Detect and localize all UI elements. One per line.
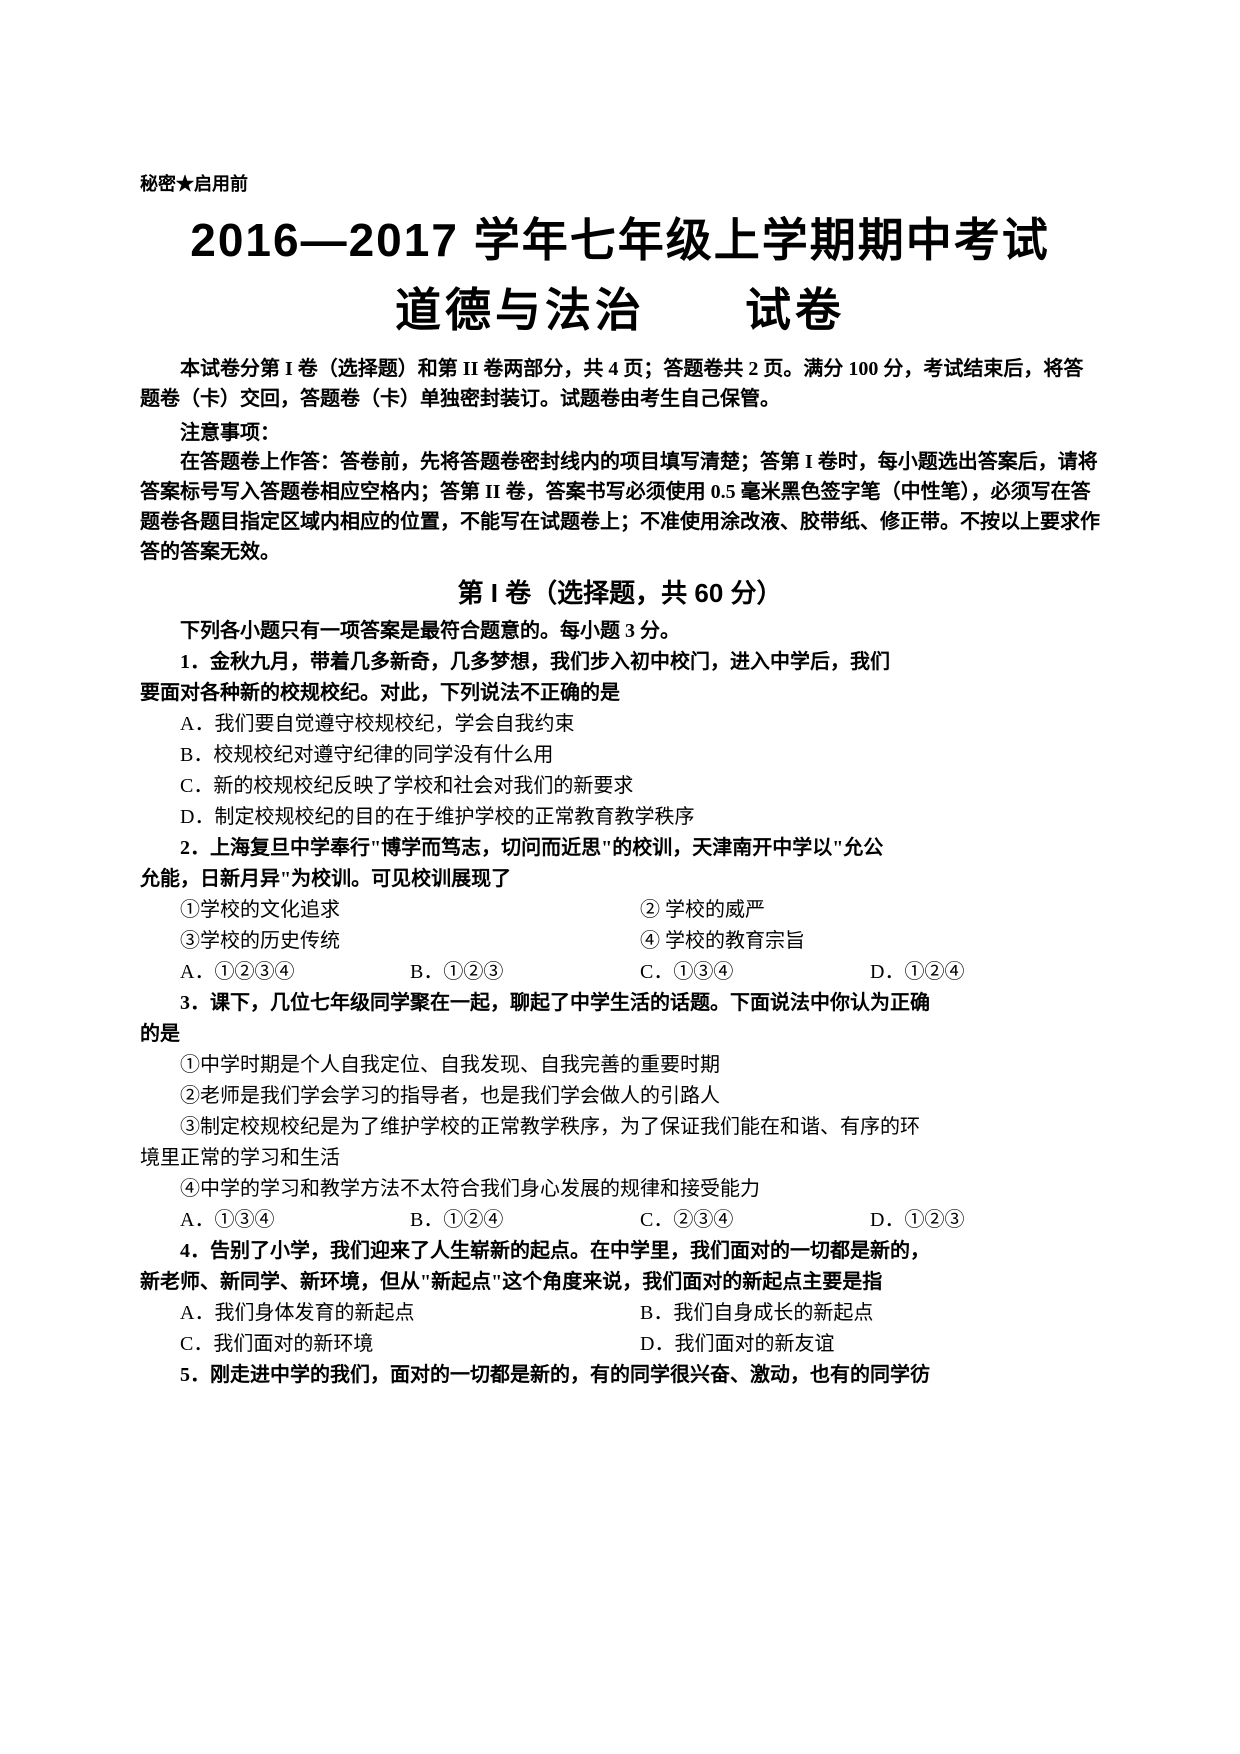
q5-stem: 5．刚走进中学的我们，面对的一切都是新的，有的同学很兴奋、激动，也有的同学彷 bbox=[140, 1360, 1100, 1391]
question-1: 1．金秋九月，带着几多新奇，几多梦想，我们步入初中校门，进入中学后，我们 要面对… bbox=[140, 647, 1100, 833]
q3-sub-1: ①中学时期是个人自我定位、自我发现、自我完善的重要时期 bbox=[140, 1050, 1100, 1081]
q1-option-a: A．我们要自觉遵守校规校纪，学会自我约束 bbox=[140, 709, 1100, 740]
q1-option-d: D．制定校规校纪的目的在于维护学校的正常教育教学秩序 bbox=[140, 802, 1100, 833]
q2-option-a: A．①②③④ bbox=[180, 957, 410, 988]
section-1-title: 第 I 卷（选择题，共 60 分） bbox=[140, 573, 1100, 610]
q3-sub-2: ②老师是我们学会学习的指导者，也是我们学会做人的引路人 bbox=[140, 1081, 1100, 1112]
q2-stem-cont: 允能，日新月异"为校训。可见校训展现了 bbox=[140, 864, 1100, 895]
q2-stem: 2．上海复旦中学奉行"博学而笃志，切问而近思"的校训，天津南开中学以"允公 bbox=[140, 833, 1100, 864]
question-4: 4．告别了小学，我们迎来了人生崭新的起点。在中学里，我们面对的一切都是新的， 新… bbox=[140, 1236, 1100, 1360]
q4-option-d: D．我们面对的新友谊 bbox=[640, 1329, 1100, 1360]
intro-paragraph-1: 本试卷分第 I 卷（选择题）和第 II 卷两部分，共 4 页；答题卷共 2 页。… bbox=[140, 354, 1100, 414]
q2-sub-3: ③学校的历史传统 bbox=[180, 926, 640, 957]
q3-option-b: B．①②④ bbox=[410, 1205, 640, 1236]
q4-stem: 4．告别了小学，我们迎来了人生崭新的起点。在中学里，我们面对的一切都是新的， bbox=[140, 1236, 1100, 1267]
q3-option-c: C．②③④ bbox=[640, 1205, 870, 1236]
q1-option-b: B．校规校纪对遵守纪律的同学没有什么用 bbox=[140, 740, 1100, 771]
intro-paragraph-2: 在答题卷上作答：答卷前，先将答题卷密封线内的项目填写清楚；答第 I 卷时，每小题… bbox=[140, 447, 1100, 567]
q2-option-c: C．①③④ bbox=[640, 957, 870, 988]
q3-stem: 3．课下，几位七年级同学聚在一起，聊起了中学生活的话题。下面说法中你认为正确 bbox=[140, 988, 1100, 1019]
q3-option-a: A．①③④ bbox=[180, 1205, 410, 1236]
q2-option-d: D．①②④ bbox=[870, 957, 1100, 988]
q2-sub-2: ② 学校的威严 bbox=[640, 895, 1100, 926]
q3-stem-cont: 的是 bbox=[140, 1019, 1100, 1050]
section-1-instruction: 下列各小题只有一项答案是最符合题意的。每小题 3 分。 bbox=[140, 614, 1100, 643]
q2-sub-4: ④ 学校的教育宗旨 bbox=[640, 926, 1100, 957]
q1-stem: 1．金秋九月，带着几多新奇，几多梦想，我们步入初中校门，进入中学后，我们 bbox=[140, 647, 1100, 678]
q1-stem-cont: 要面对各种新的校规校纪。对此，下列说法不正确的是 bbox=[140, 678, 1100, 709]
q2-sub-1: ①学校的文化追求 bbox=[180, 895, 640, 926]
question-5: 5．刚走进中学的我们，面对的一切都是新的，有的同学很兴奋、激动，也有的同学彷 bbox=[140, 1360, 1100, 1391]
secret-mark: 秘密★启用前 bbox=[140, 170, 1100, 196]
q4-option-a: A．我们身体发育的新起点 bbox=[180, 1298, 640, 1329]
sub-title: 道德与法治 试卷 bbox=[140, 274, 1100, 340]
q4-option-b: B．我们自身成长的新起点 bbox=[640, 1298, 1100, 1329]
q3-sub-4: ④中学的学习和教学方法不太符合我们身心发展的规律和接受能力 bbox=[140, 1174, 1100, 1205]
q3-sub-3: ③制定校规校纪是为了维护学校的正常教学秩序，为了保证我们能在和谐、有序的环 bbox=[140, 1112, 1100, 1143]
q1-option-c: C．新的校规校纪反映了学校和社会对我们的新要求 bbox=[140, 771, 1100, 802]
question-2: 2．上海复旦中学奉行"博学而笃志，切问而近思"的校训，天津南开中学以"允公 允能… bbox=[140, 833, 1100, 988]
notice-title: 注意事项： bbox=[140, 416, 1100, 445]
q4-option-c: C．我们面对的新环境 bbox=[180, 1329, 640, 1360]
q3-sub-3b: 境里正常的学习和生活 bbox=[140, 1143, 1100, 1174]
main-title: 2016—2017 学年七年级上学期期中考试 bbox=[140, 204, 1100, 270]
q4-stem-cont: 新老师、新同学、新环境，但从"新起点"这个角度来说，我们面对的新起点主要是指 bbox=[140, 1267, 1100, 1298]
question-3: 3．课下，几位七年级同学聚在一起，聊起了中学生活的话题。下面说法中你认为正确 的… bbox=[140, 988, 1100, 1236]
q2-option-b: B．①②③ bbox=[410, 957, 640, 988]
q3-option-d: D．①②③ bbox=[870, 1205, 1100, 1236]
